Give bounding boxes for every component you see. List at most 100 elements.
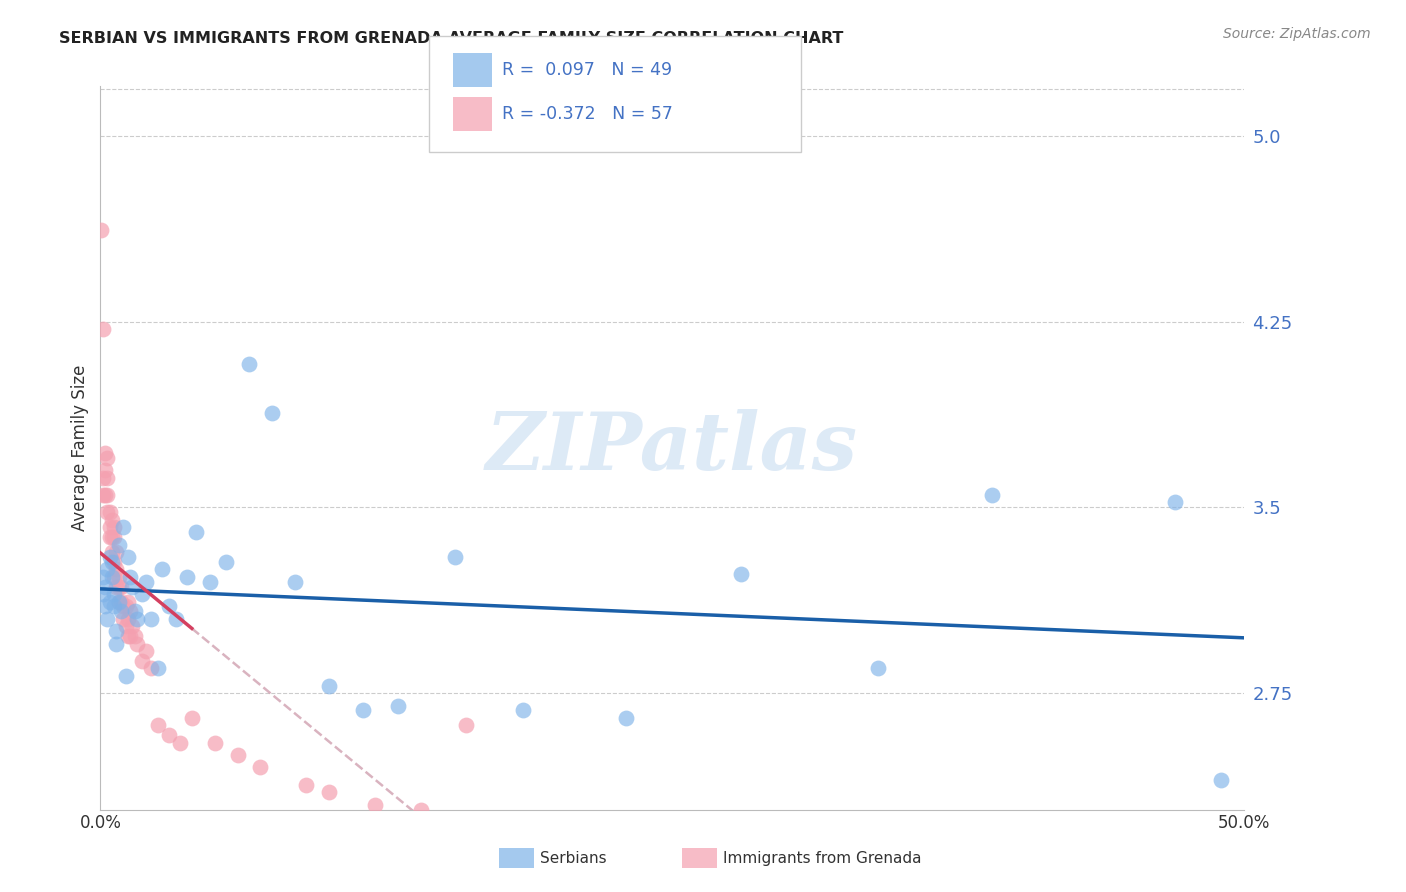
Point <box>114 619 136 633</box>
Text: R =  0.097   N = 49: R = 0.097 N = 49 <box>502 61 672 78</box>
Text: Immigrants from Grenada: Immigrants from Grenada <box>723 851 921 865</box>
Point <box>107 594 129 608</box>
Point <box>135 644 157 658</box>
Point <box>90 223 112 237</box>
Text: ZIPatlas: ZIPatlas <box>486 409 858 487</box>
Text: Serbians: Serbians <box>540 851 606 865</box>
Point <box>91 488 114 502</box>
Point <box>139 612 162 626</box>
Point <box>105 562 128 576</box>
Point <box>131 654 153 668</box>
Point <box>150 562 173 576</box>
Y-axis label: Average Family Size: Average Family Size <box>72 365 89 531</box>
Point <box>125 637 148 651</box>
Point <box>198 574 221 589</box>
Point <box>444 549 467 564</box>
Point <box>387 698 409 713</box>
Point <box>96 612 118 626</box>
Point <box>169 736 191 750</box>
Point <box>409 803 432 817</box>
Point <box>215 555 238 569</box>
Text: SERBIAN VS IMMIGRANTS FROM GRENADA AVERAGE FAMILY SIZE CORRELATION CHART: SERBIAN VS IMMIGRANTS FROM GRENADA AVERA… <box>59 31 844 46</box>
Point <box>91 570 114 584</box>
Point <box>249 760 271 774</box>
Point <box>364 797 387 812</box>
Point <box>107 537 129 551</box>
Point <box>114 669 136 683</box>
Point <box>318 785 340 799</box>
Point <box>176 570 198 584</box>
Point <box>512 703 534 717</box>
Point <box>121 580 143 594</box>
Point <box>295 778 318 792</box>
Point <box>456 718 478 732</box>
Point <box>94 463 117 477</box>
Point <box>103 599 125 614</box>
Point <box>616 711 638 725</box>
Point <box>117 549 139 564</box>
Point <box>730 567 752 582</box>
Point <box>260 406 283 420</box>
Point <box>165 612 187 626</box>
Point <box>112 612 135 626</box>
Point <box>124 604 146 618</box>
Point <box>105 624 128 639</box>
Point <box>120 570 142 584</box>
Point <box>94 488 117 502</box>
Point <box>186 525 208 540</box>
Point <box>238 357 260 371</box>
Point <box>105 545 128 559</box>
Text: R = -0.372   N = 57: R = -0.372 N = 57 <box>502 105 673 123</box>
Point <box>107 594 129 608</box>
Point <box>105 637 128 651</box>
Point <box>94 446 117 460</box>
Point <box>94 599 117 614</box>
Point <box>91 322 114 336</box>
Point <box>101 545 124 559</box>
Point <box>103 555 125 569</box>
Point <box>121 619 143 633</box>
Point <box>157 599 180 614</box>
Point <box>103 520 125 534</box>
Point <box>139 661 162 675</box>
Point <box>101 513 124 527</box>
Point <box>91 471 114 485</box>
Point <box>107 570 129 584</box>
Point <box>110 580 132 594</box>
Point <box>120 604 142 618</box>
Point <box>226 747 249 762</box>
Point <box>592 817 614 831</box>
Point <box>98 594 121 608</box>
Point <box>112 520 135 534</box>
Point <box>117 629 139 643</box>
Point <box>103 587 125 601</box>
Point <box>180 711 202 725</box>
Point <box>110 594 132 608</box>
Point <box>125 612 148 626</box>
Point <box>110 604 132 618</box>
Point <box>105 580 128 594</box>
Point <box>204 736 226 750</box>
Point <box>1211 772 1233 787</box>
Point <box>98 530 121 544</box>
Point <box>117 594 139 608</box>
Point <box>96 562 118 576</box>
Point <box>1164 495 1187 509</box>
Point <box>114 599 136 614</box>
Point <box>103 530 125 544</box>
Point <box>103 570 125 584</box>
Point <box>124 629 146 643</box>
Point <box>96 505 118 519</box>
Point <box>131 587 153 601</box>
Point <box>146 718 169 732</box>
Point <box>101 530 124 544</box>
Point <box>284 574 307 589</box>
Point <box>98 520 121 534</box>
Text: Source: ZipAtlas.com: Source: ZipAtlas.com <box>1223 27 1371 41</box>
Point <box>157 728 180 742</box>
Point <box>94 580 117 594</box>
Point <box>101 555 124 569</box>
Point <box>98 505 121 519</box>
Point <box>866 661 889 675</box>
Point <box>135 574 157 589</box>
